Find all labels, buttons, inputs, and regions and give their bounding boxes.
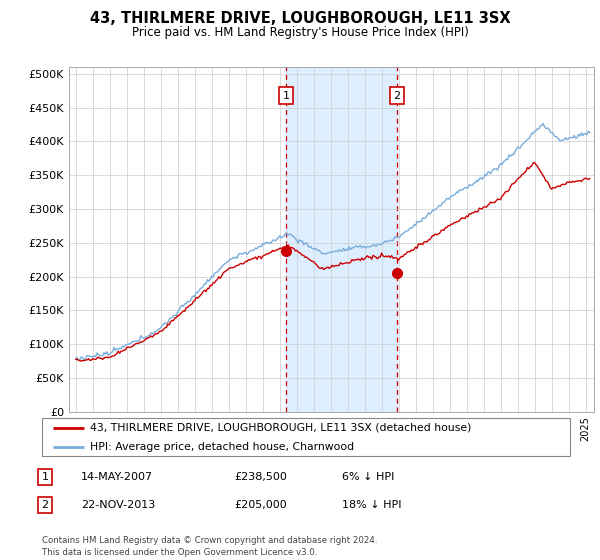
Text: Contains HM Land Registry data © Crown copyright and database right 2024.
This d: Contains HM Land Registry data © Crown c… [42, 536, 377, 557]
Text: 43, THIRLMERE DRIVE, LOUGHBOROUGH, LE11 3SX (detached house): 43, THIRLMERE DRIVE, LOUGHBOROUGH, LE11 … [89, 423, 471, 433]
FancyBboxPatch shape [42, 418, 570, 456]
Text: 6% ↓ HPI: 6% ↓ HPI [342, 472, 394, 482]
Text: Price paid vs. HM Land Registry's House Price Index (HPI): Price paid vs. HM Land Registry's House … [131, 26, 469, 39]
Text: £205,000: £205,000 [234, 500, 287, 510]
Text: £238,500: £238,500 [234, 472, 287, 482]
Bar [286, 67, 397, 412]
Text: HPI: Average price, detached house, Charnwood: HPI: Average price, detached house, Char… [89, 442, 353, 452]
Text: 43, THIRLMERE DRIVE, LOUGHBOROUGH, LE11 3SX: 43, THIRLMERE DRIVE, LOUGHBOROUGH, LE11 … [89, 11, 511, 26]
Text: 22-NOV-2013: 22-NOV-2013 [81, 500, 155, 510]
Text: 1: 1 [41, 472, 49, 482]
Text: 14-MAY-2007: 14-MAY-2007 [81, 472, 153, 482]
Text: 2: 2 [394, 91, 400, 101]
Text: 18% ↓ HPI: 18% ↓ HPI [342, 500, 401, 510]
Text: 1: 1 [283, 91, 289, 101]
Text: 2: 2 [41, 500, 49, 510]
